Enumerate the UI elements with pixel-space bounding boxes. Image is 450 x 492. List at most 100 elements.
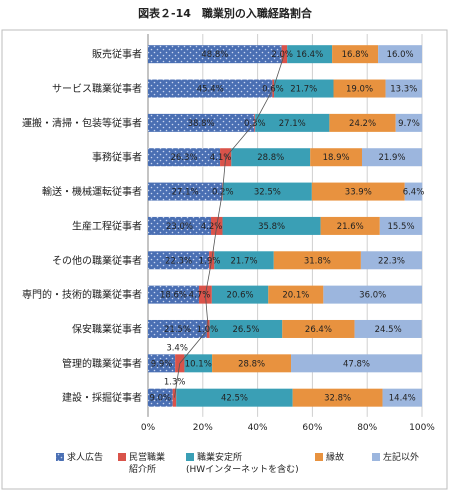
bar-segment [361, 148, 422, 167]
bar-segment [333, 79, 386, 98]
bar-segment [214, 251, 274, 270]
data-label: 24.2% [349, 119, 376, 129]
category-label: 輸送・機械運転従事者 [42, 185, 142, 198]
bar-segment [148, 251, 210, 270]
legend-label: 求人広告 [67, 451, 103, 463]
x-tick-label: 80% [357, 423, 377, 433]
chart-title: 図表２-14 職業別の入職経路割合 [138, 6, 313, 20]
legend-label: 縁故 [326, 451, 344, 463]
data-label: 4.1% [210, 153, 232, 163]
bar-segment [287, 45, 333, 64]
bar-segment [274, 79, 334, 98]
data-label: 1.9% [199, 256, 221, 266]
data-label: 21.7% [290, 85, 317, 95]
data-label: 6.4% [403, 188, 425, 198]
data-label: 24.5% [375, 325, 402, 335]
bar-segment [148, 354, 176, 373]
data-label: 21.5% [164, 325, 191, 335]
plot-frame [1, 29, 448, 490]
x-tick-label: 60% [302, 423, 322, 433]
data-label: 48.8% [201, 50, 228, 60]
data-label: 15.5% [388, 222, 415, 232]
bar-segment [379, 216, 423, 235]
category-label: 保安職業従事者 [72, 322, 142, 335]
bar-segment [212, 354, 292, 373]
bar-segment [291, 354, 422, 373]
data-label: 19.0% [346, 85, 373, 95]
data-label: 10.1% [185, 359, 212, 369]
category-label: 事務従事者 [92, 151, 142, 164]
connector-line [174, 54, 285, 398]
data-label: 20.1% [282, 291, 309, 301]
bar-segment [329, 113, 396, 132]
bar-segment [148, 45, 282, 64]
bar-segment [292, 388, 383, 407]
category-label: 生産工程従事者 [72, 219, 142, 232]
bar-segment [148, 319, 207, 338]
legend-swatch [56, 453, 64, 461]
data-label: 35.8% [258, 222, 285, 232]
bar-segment [378, 45, 422, 64]
bar-segment [354, 319, 422, 338]
x-tick-label: 20% [193, 423, 213, 433]
category-label: その他の職業従事者 [52, 254, 142, 267]
data-label: 32.5% [254, 188, 281, 198]
bar-segment [323, 285, 422, 304]
x-tick-label: 100% [409, 423, 435, 433]
gridlines [147, 34, 423, 417]
data-label: 9.0% [150, 394, 172, 404]
data-label: 1.3% [164, 378, 186, 388]
bar-segment [148, 388, 173, 407]
data-label: 26.4% [305, 325, 332, 335]
bar-segment [311, 182, 405, 201]
legend-swatch [372, 453, 380, 461]
legend-label: 左記以外 [383, 451, 419, 463]
x-tick-label: 40% [248, 423, 268, 433]
data-label: 32.8% [324, 394, 351, 404]
bar-segment [148, 79, 273, 98]
bar-segment [231, 148, 311, 167]
bar-segment [148, 216, 212, 235]
data-label: 18.9% [323, 153, 350, 163]
category-label: 管理的職業従事者 [62, 357, 142, 370]
connector-line-group [174, 54, 285, 398]
bar-segment [404, 182, 423, 201]
data-label: 26.3% [171, 153, 198, 163]
category-labels: 販売従事者サービス職業従事者運搬・清掃・包装等従事者事務従事者輸送・機械運転従事… [22, 48, 142, 404]
category-label: サービス職業従事者 [52, 82, 142, 95]
data-label: 28.8% [257, 153, 284, 163]
data-label: 42.5% [221, 394, 248, 404]
category-label: 専門的・技術的職業従事者 [22, 288, 142, 301]
legend-label: 民営職業 [129, 451, 165, 463]
data-label: 47.8% [343, 359, 370, 369]
data-label: 27.1% [279, 119, 306, 129]
data-label: 0.3% [244, 119, 266, 129]
bar-segment [320, 216, 380, 235]
bar-segment [184, 354, 213, 373]
data-label: 22.3% [378, 256, 405, 266]
bar-segment [282, 319, 355, 338]
data-label: 16.4% [296, 50, 323, 60]
data-label: 26.5% [232, 325, 259, 335]
bar-segment [395, 113, 423, 132]
bar-segment [273, 251, 361, 270]
data-label: 28.8% [238, 359, 265, 369]
bar-segment [332, 45, 379, 64]
bar-segment [211, 285, 269, 304]
data-label: 16.0% [387, 50, 414, 60]
data-label: 9.9% [151, 359, 173, 369]
legend-swatch [186, 453, 194, 461]
data-label: 18.6% [160, 291, 187, 301]
data-label: 2.0% [271, 50, 293, 60]
category-label: 販売従事者 [92, 48, 142, 61]
x-tick-label: 0% [141, 423, 156, 433]
data-label: 13.3% [390, 85, 417, 95]
data-label: 16.8% [342, 50, 369, 60]
legend-label-line2: 紹介所 [129, 463, 156, 475]
legend-swatch [315, 453, 323, 461]
bar-segment [385, 79, 422, 98]
bar-segment [148, 113, 255, 132]
bar-segment [209, 319, 283, 338]
data-label: 20.6% [227, 291, 254, 301]
